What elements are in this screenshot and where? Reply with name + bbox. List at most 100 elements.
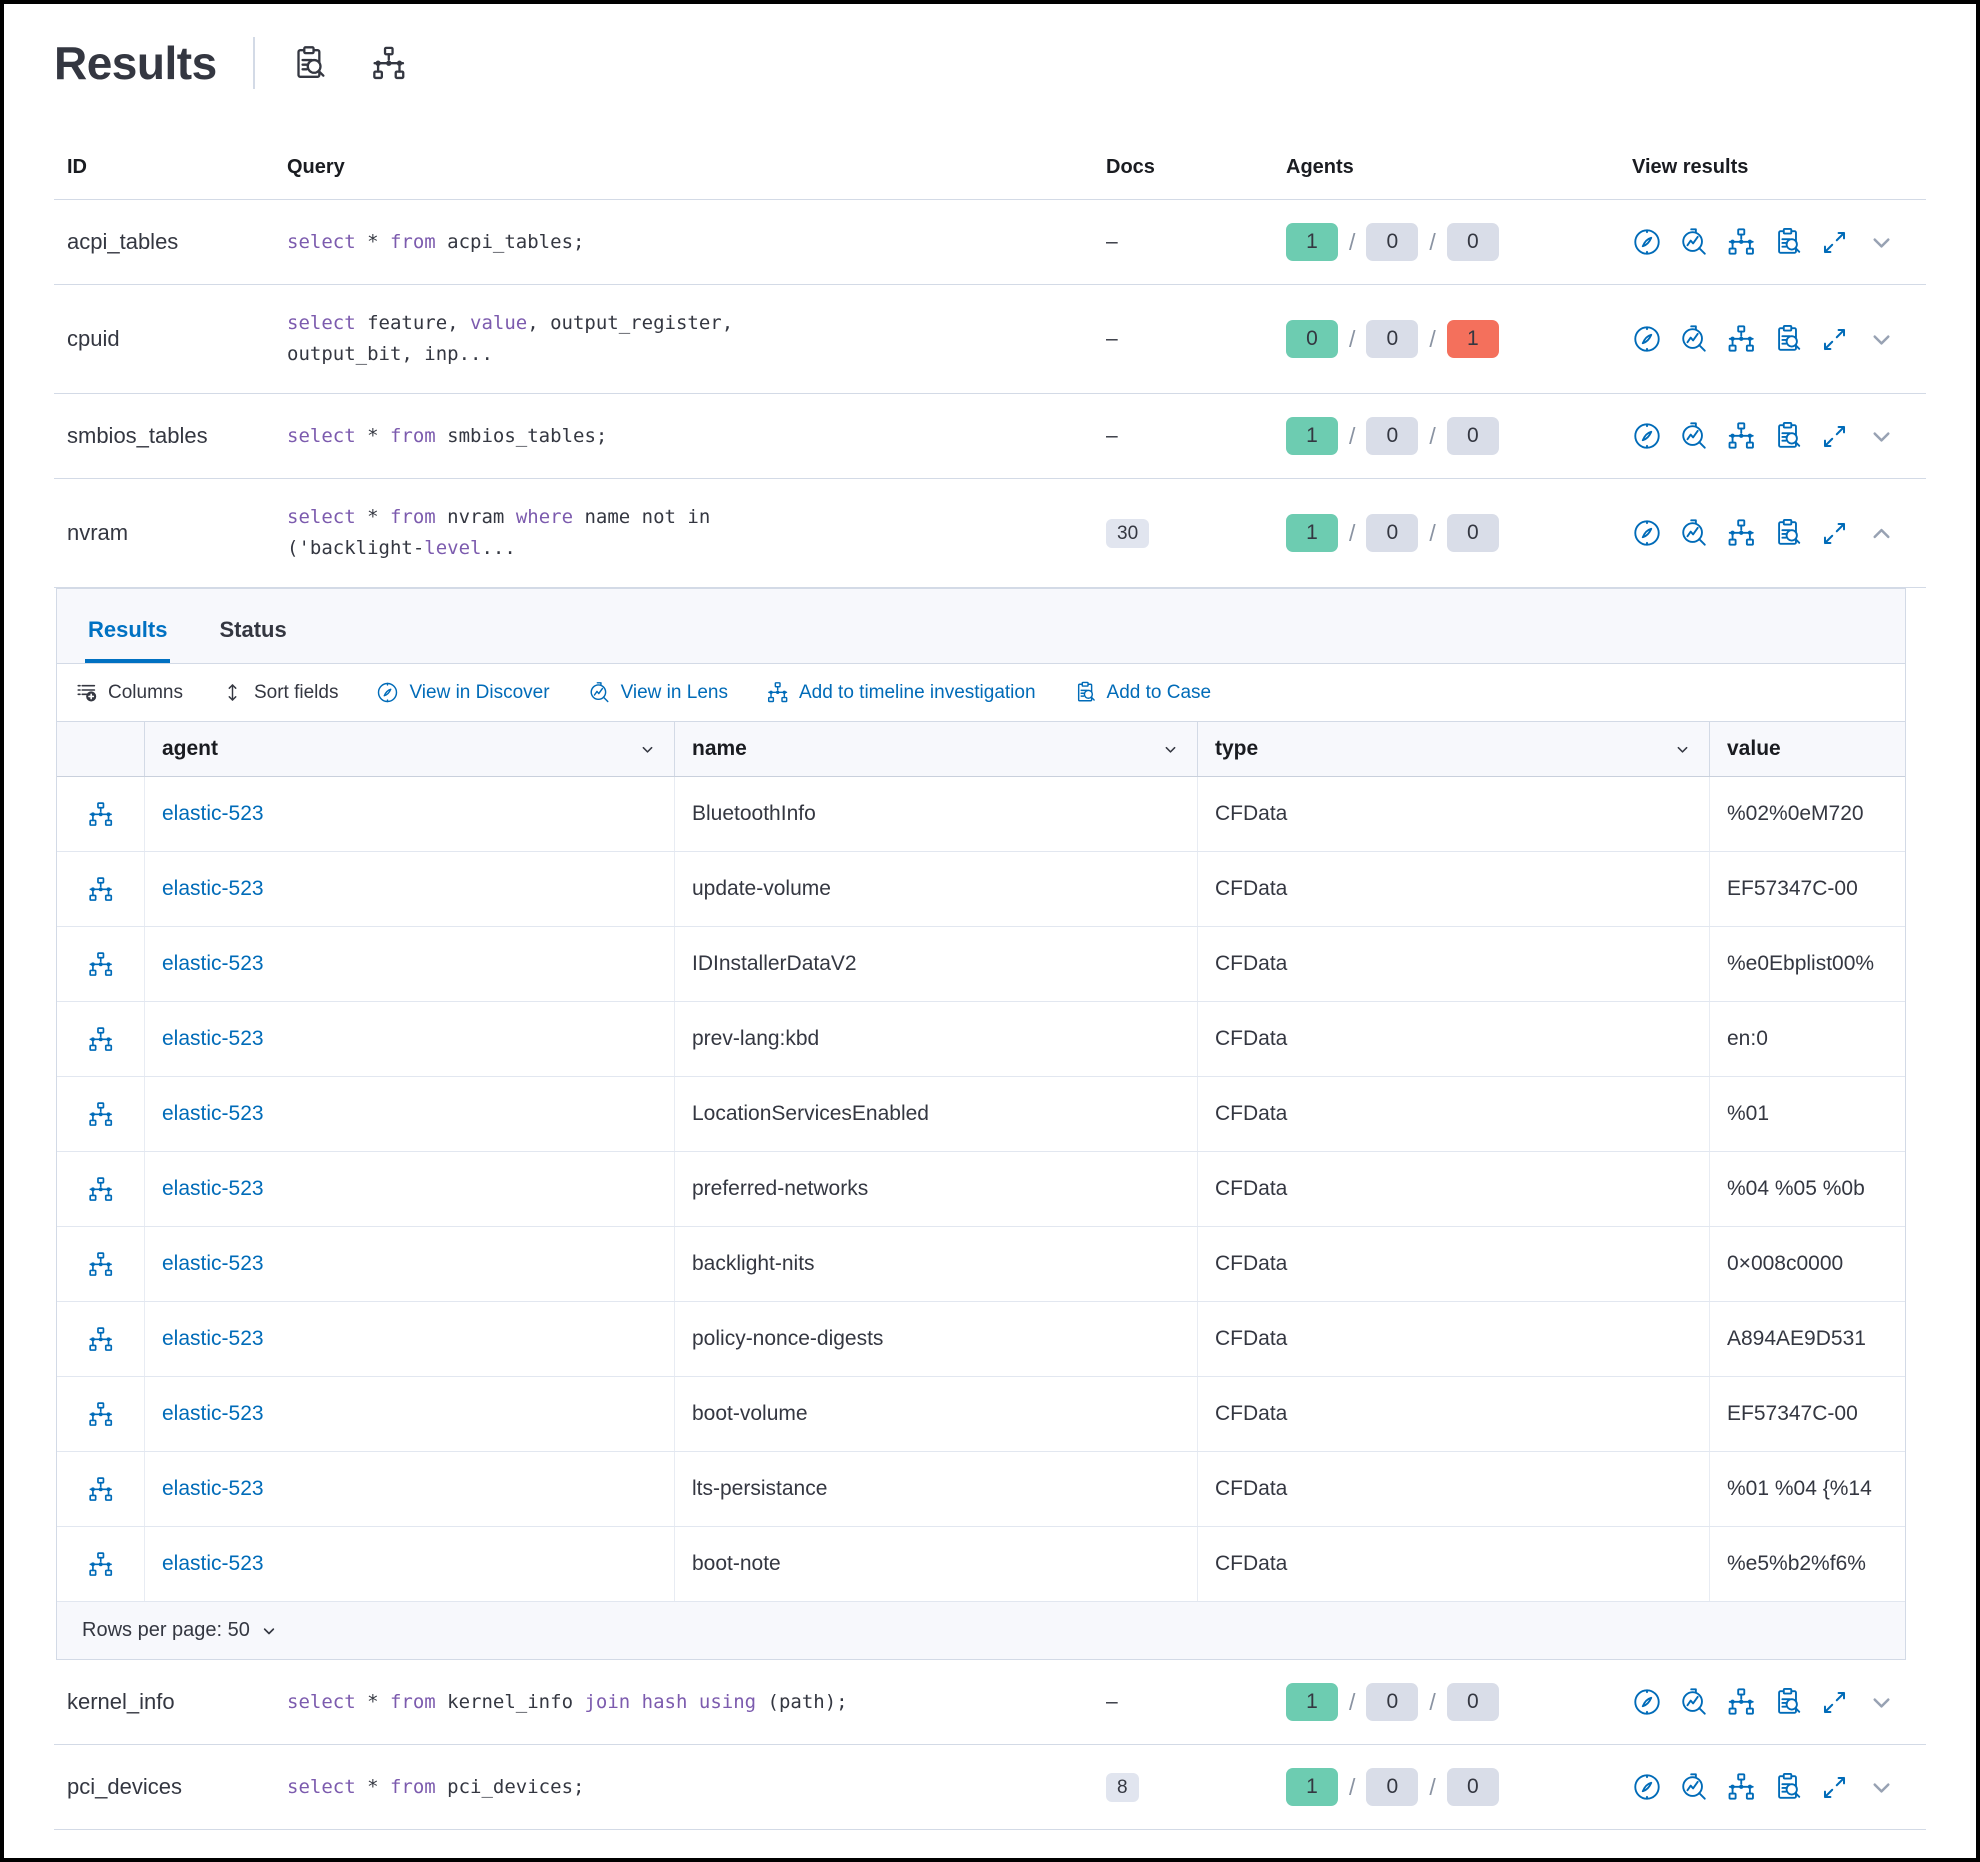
agents-pending-badge: 0 — [1366, 417, 1419, 455]
view-in-lens-button[interactable] — [1679, 518, 1709, 548]
view-in-lens-button[interactable] — [1679, 1772, 1709, 1802]
add-row-to-timeline-button[interactable] — [87, 876, 114, 903]
add-to-case-header-button[interactable] — [291, 45, 328, 82]
add-row-to-timeline-button[interactable] — [87, 1176, 114, 1203]
add-to-case-button[interactable] — [1773, 324, 1803, 354]
add-to-timeline-investigation-button[interactable]: Add to timeline investigation — [766, 681, 1036, 704]
agent-link[interactable]: elastic-523 — [162, 952, 264, 975]
add-to-timeline-button[interactable] — [1726, 1687, 1756, 1717]
add-to-case-button[interactable] — [1773, 227, 1803, 257]
agent-link[interactable]: elastic-523 — [162, 1477, 264, 1500]
agent-link[interactable]: elastic-523 — [162, 1402, 264, 1425]
lens-icon — [1679, 421, 1709, 451]
add-to-case-button[interactable] — [1773, 1687, 1803, 1717]
columns-button[interactable]: Columns — [75, 681, 183, 704]
add-to-case-button[interactable] — [1773, 1772, 1803, 1802]
add-to-timeline-button[interactable] — [1726, 227, 1756, 257]
result-row: elastic-523 lts-persistance CFData %01 %… — [57, 1452, 1905, 1527]
add-to-timeline-button[interactable] — [1726, 421, 1756, 451]
agent-link[interactable]: elastic-523 — [162, 1177, 264, 1200]
expand-results-button[interactable] — [1820, 228, 1849, 257]
view-in-discover-button[interactable] — [1632, 1772, 1662, 1802]
add-row-to-timeline-button[interactable] — [87, 1476, 114, 1503]
grid-header-value[interactable]: value — [1710, 722, 1905, 776]
sort-fields-button[interactable]: Sort fields — [221, 681, 338, 704]
grid-header-type[interactable]: type — [1198, 722, 1710, 776]
view-in-discover-button[interactable]: View in Discover — [376, 681, 550, 704]
view-in-discover-button[interactable] — [1632, 227, 1662, 257]
result-value: EF57347C-00 — [1727, 877, 1858, 900]
add-row-to-timeline-button[interactable] — [87, 1101, 114, 1128]
agent-link[interactable]: elastic-523 — [162, 1552, 264, 1575]
add-row-to-timeline-button[interactable] — [87, 1251, 114, 1278]
view-in-lens-button[interactable] — [1679, 227, 1709, 257]
query-sql: select * from smbios_tables; — [287, 424, 608, 447]
tab-status[interactable]: Status — [216, 617, 289, 663]
rows-per-page-button[interactable]: Rows per page: 50 — [82, 1619, 279, 1642]
toggle-expanded-button[interactable] — [1866, 1772, 1897, 1803]
toggle-expanded-button[interactable] — [1866, 227, 1897, 258]
add-to-case-button[interactable] — [1773, 421, 1803, 451]
result-name: BluetoothInfo — [675, 777, 1198, 851]
add-row-to-timeline-button[interactable] — [87, 1401, 114, 1428]
agents-pending-badge: 0 — [1366, 1683, 1419, 1721]
agent-link[interactable]: elastic-523 — [162, 877, 264, 900]
view-results-actions — [1586, 518, 1926, 549]
view-in-discover-button[interactable] — [1632, 518, 1662, 548]
add-to-timeline-header-button[interactable] — [370, 45, 407, 82]
add-row-to-timeline-button[interactable] — [87, 1551, 114, 1578]
result-row: elastic-523 policy-nonce-digests CFData … — [57, 1302, 1905, 1377]
case-icon — [1074, 681, 1097, 704]
agent-link[interactable]: elastic-523 — [162, 802, 264, 825]
query-sql: select * from nvram where name not in ('b… — [287, 506, 711, 559]
docs-count: – — [1106, 424, 1118, 447]
add-to-timeline-button[interactable] — [1726, 518, 1756, 548]
timeline-icon — [87, 1026, 114, 1053]
view-in-discover-button[interactable] — [1632, 324, 1662, 354]
toggle-expanded-button[interactable] — [1866, 518, 1897, 549]
query-row: acpi_tables select * from acpi_tables; –… — [54, 200, 1926, 285]
view-in-lens-button[interactable] — [1679, 324, 1709, 354]
agent-link[interactable]: elastic-523 — [162, 1327, 264, 1350]
add-row-to-timeline-button[interactable] — [87, 801, 114, 828]
timeline-icon — [87, 1176, 114, 1203]
discover-icon — [1632, 324, 1662, 354]
agent-link[interactable]: elastic-523 — [162, 1252, 264, 1275]
agent-link[interactable]: elastic-523 — [162, 1102, 264, 1125]
add-to-case-button[interactable]: Add to Case — [1074, 681, 1211, 704]
agent-link[interactable]: elastic-523 — [162, 1027, 264, 1050]
add-row-to-timeline-button[interactable] — [87, 951, 114, 978]
toggle-expanded-button[interactable] — [1866, 1687, 1897, 1718]
result-value: EF57347C-00 — [1727, 1402, 1858, 1425]
toggle-expanded-button[interactable] — [1866, 421, 1897, 452]
view-in-discover-button[interactable] — [1632, 421, 1662, 451]
toggle-expanded-button[interactable] — [1866, 324, 1897, 355]
view-in-lens-button[interactable] — [1679, 421, 1709, 451]
grid-header-name[interactable]: name — [675, 722, 1198, 776]
expand-results-button[interactable] — [1820, 325, 1849, 354]
expand-results-button[interactable] — [1820, 1688, 1849, 1717]
add-row-to-timeline-button[interactable] — [87, 1326, 114, 1353]
expand-results-button[interactable] — [1820, 422, 1849, 451]
tab-results[interactable]: Results — [85, 617, 171, 663]
expand-results-button[interactable] — [1820, 1773, 1849, 1802]
results-table: ID Query Docs Agents View results acpi_t… — [54, 100, 1926, 1830]
expanded-results-panel: Results Status Columns Sort fields View … — [56, 588, 1906, 1660]
chevron-down-icon — [1161, 740, 1180, 759]
agents-failed-badge: 0 — [1446, 1683, 1499, 1721]
add-row-to-timeline-button[interactable] — [87, 1026, 114, 1053]
docs-count: 30 — [1106, 519, 1286, 548]
add-to-timeline-button[interactable] — [1726, 1772, 1756, 1802]
grid-header-agent[interactable]: agent — [145, 722, 675, 776]
discover-icon — [1632, 421, 1662, 451]
add-to-timeline-button[interactable] — [1726, 324, 1756, 354]
column-header-agents: Agents — [1286, 156, 1354, 178]
add-to-case-button[interactable] — [1773, 518, 1803, 548]
result-row: elastic-523 IDInstallerDataV2 CFData %e0… — [57, 927, 1905, 1002]
expand-icon — [1820, 1688, 1849, 1717]
view-in-lens-button[interactable]: View in Lens — [588, 681, 728, 704]
expand-results-button[interactable] — [1820, 519, 1849, 548]
chevron-down-icon — [259, 1621, 279, 1641]
view-in-discover-button[interactable] — [1632, 1687, 1662, 1717]
view-in-lens-button[interactable] — [1679, 1687, 1709, 1717]
